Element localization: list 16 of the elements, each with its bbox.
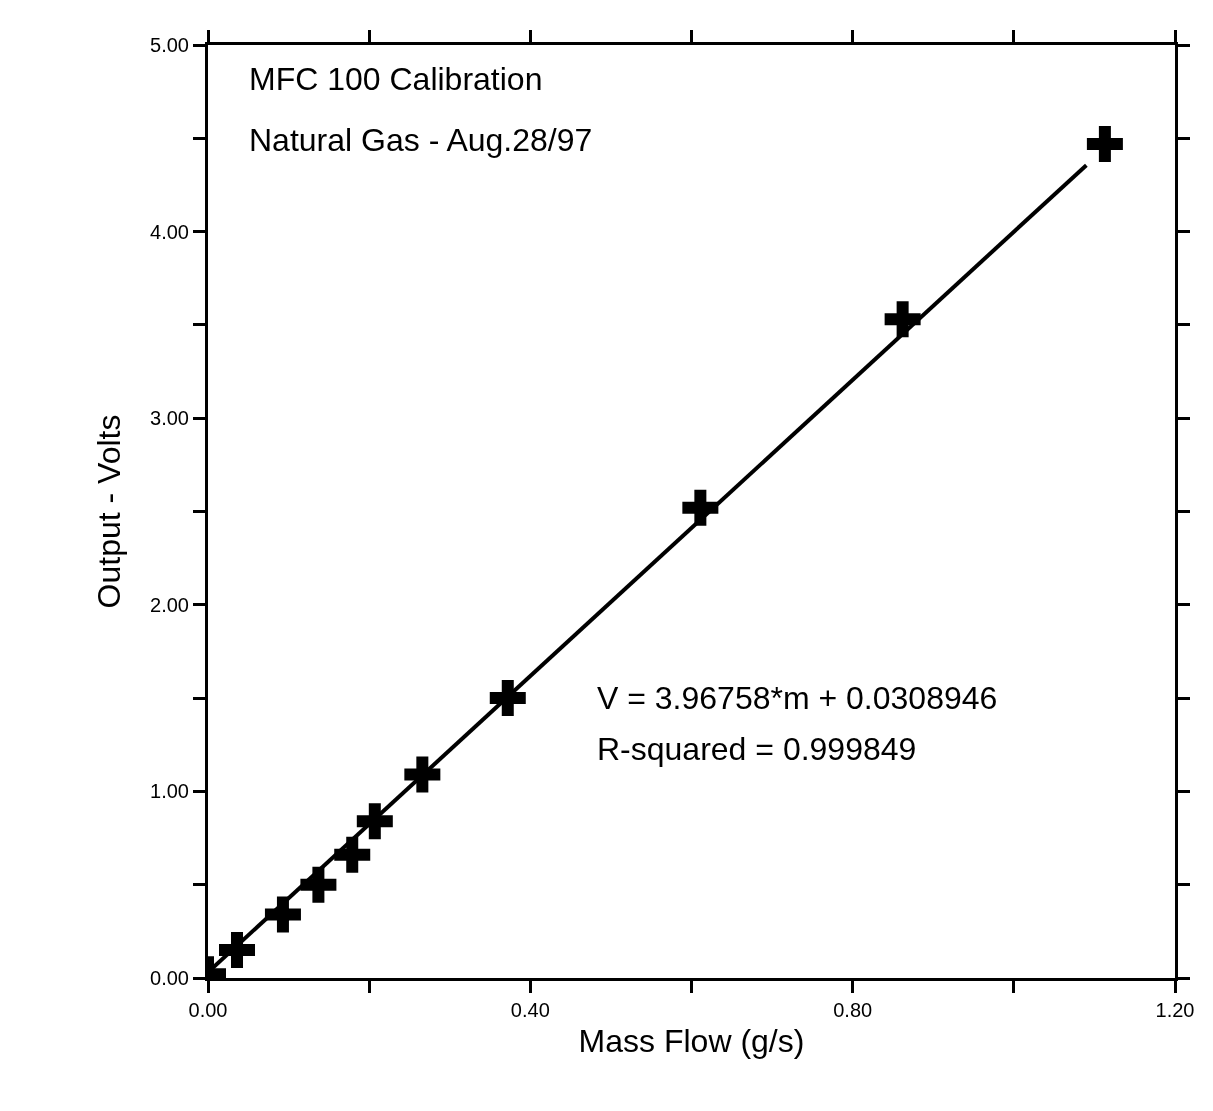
y-tick-label: 0.00: [150, 967, 189, 989]
annotation: R-squared = 0.999849: [597, 731, 917, 767]
y-tick-label: 3.00: [150, 407, 189, 430]
y-axis-title: Output - Volts: [91, 414, 128, 609]
annotation: V = 3.96758*m + 0.0308946: [597, 680, 998, 716]
y-tick-label: 5.00: [150, 34, 189, 56]
y-tick-label: 2.00: [150, 593, 189, 616]
y-tick-label: 1.00: [150, 780, 189, 803]
text: Natural Gas - Aug.28/97: [249, 122, 593, 158]
text: MFC 100 Calibration: [249, 61, 543, 97]
x-axis-title: Mass Flow (g/s): [578, 1022, 805, 1059]
x-tick-label: 0.80: [833, 999, 873, 1021]
x-tick-label: 0.00: [188, 999, 228, 1021]
y-tick-label: 4.00: [150, 220, 189, 243]
x-tick-label: 1.20: [1155, 999, 1195, 1021]
x-tick-label: 0.40: [510, 999, 550, 1021]
